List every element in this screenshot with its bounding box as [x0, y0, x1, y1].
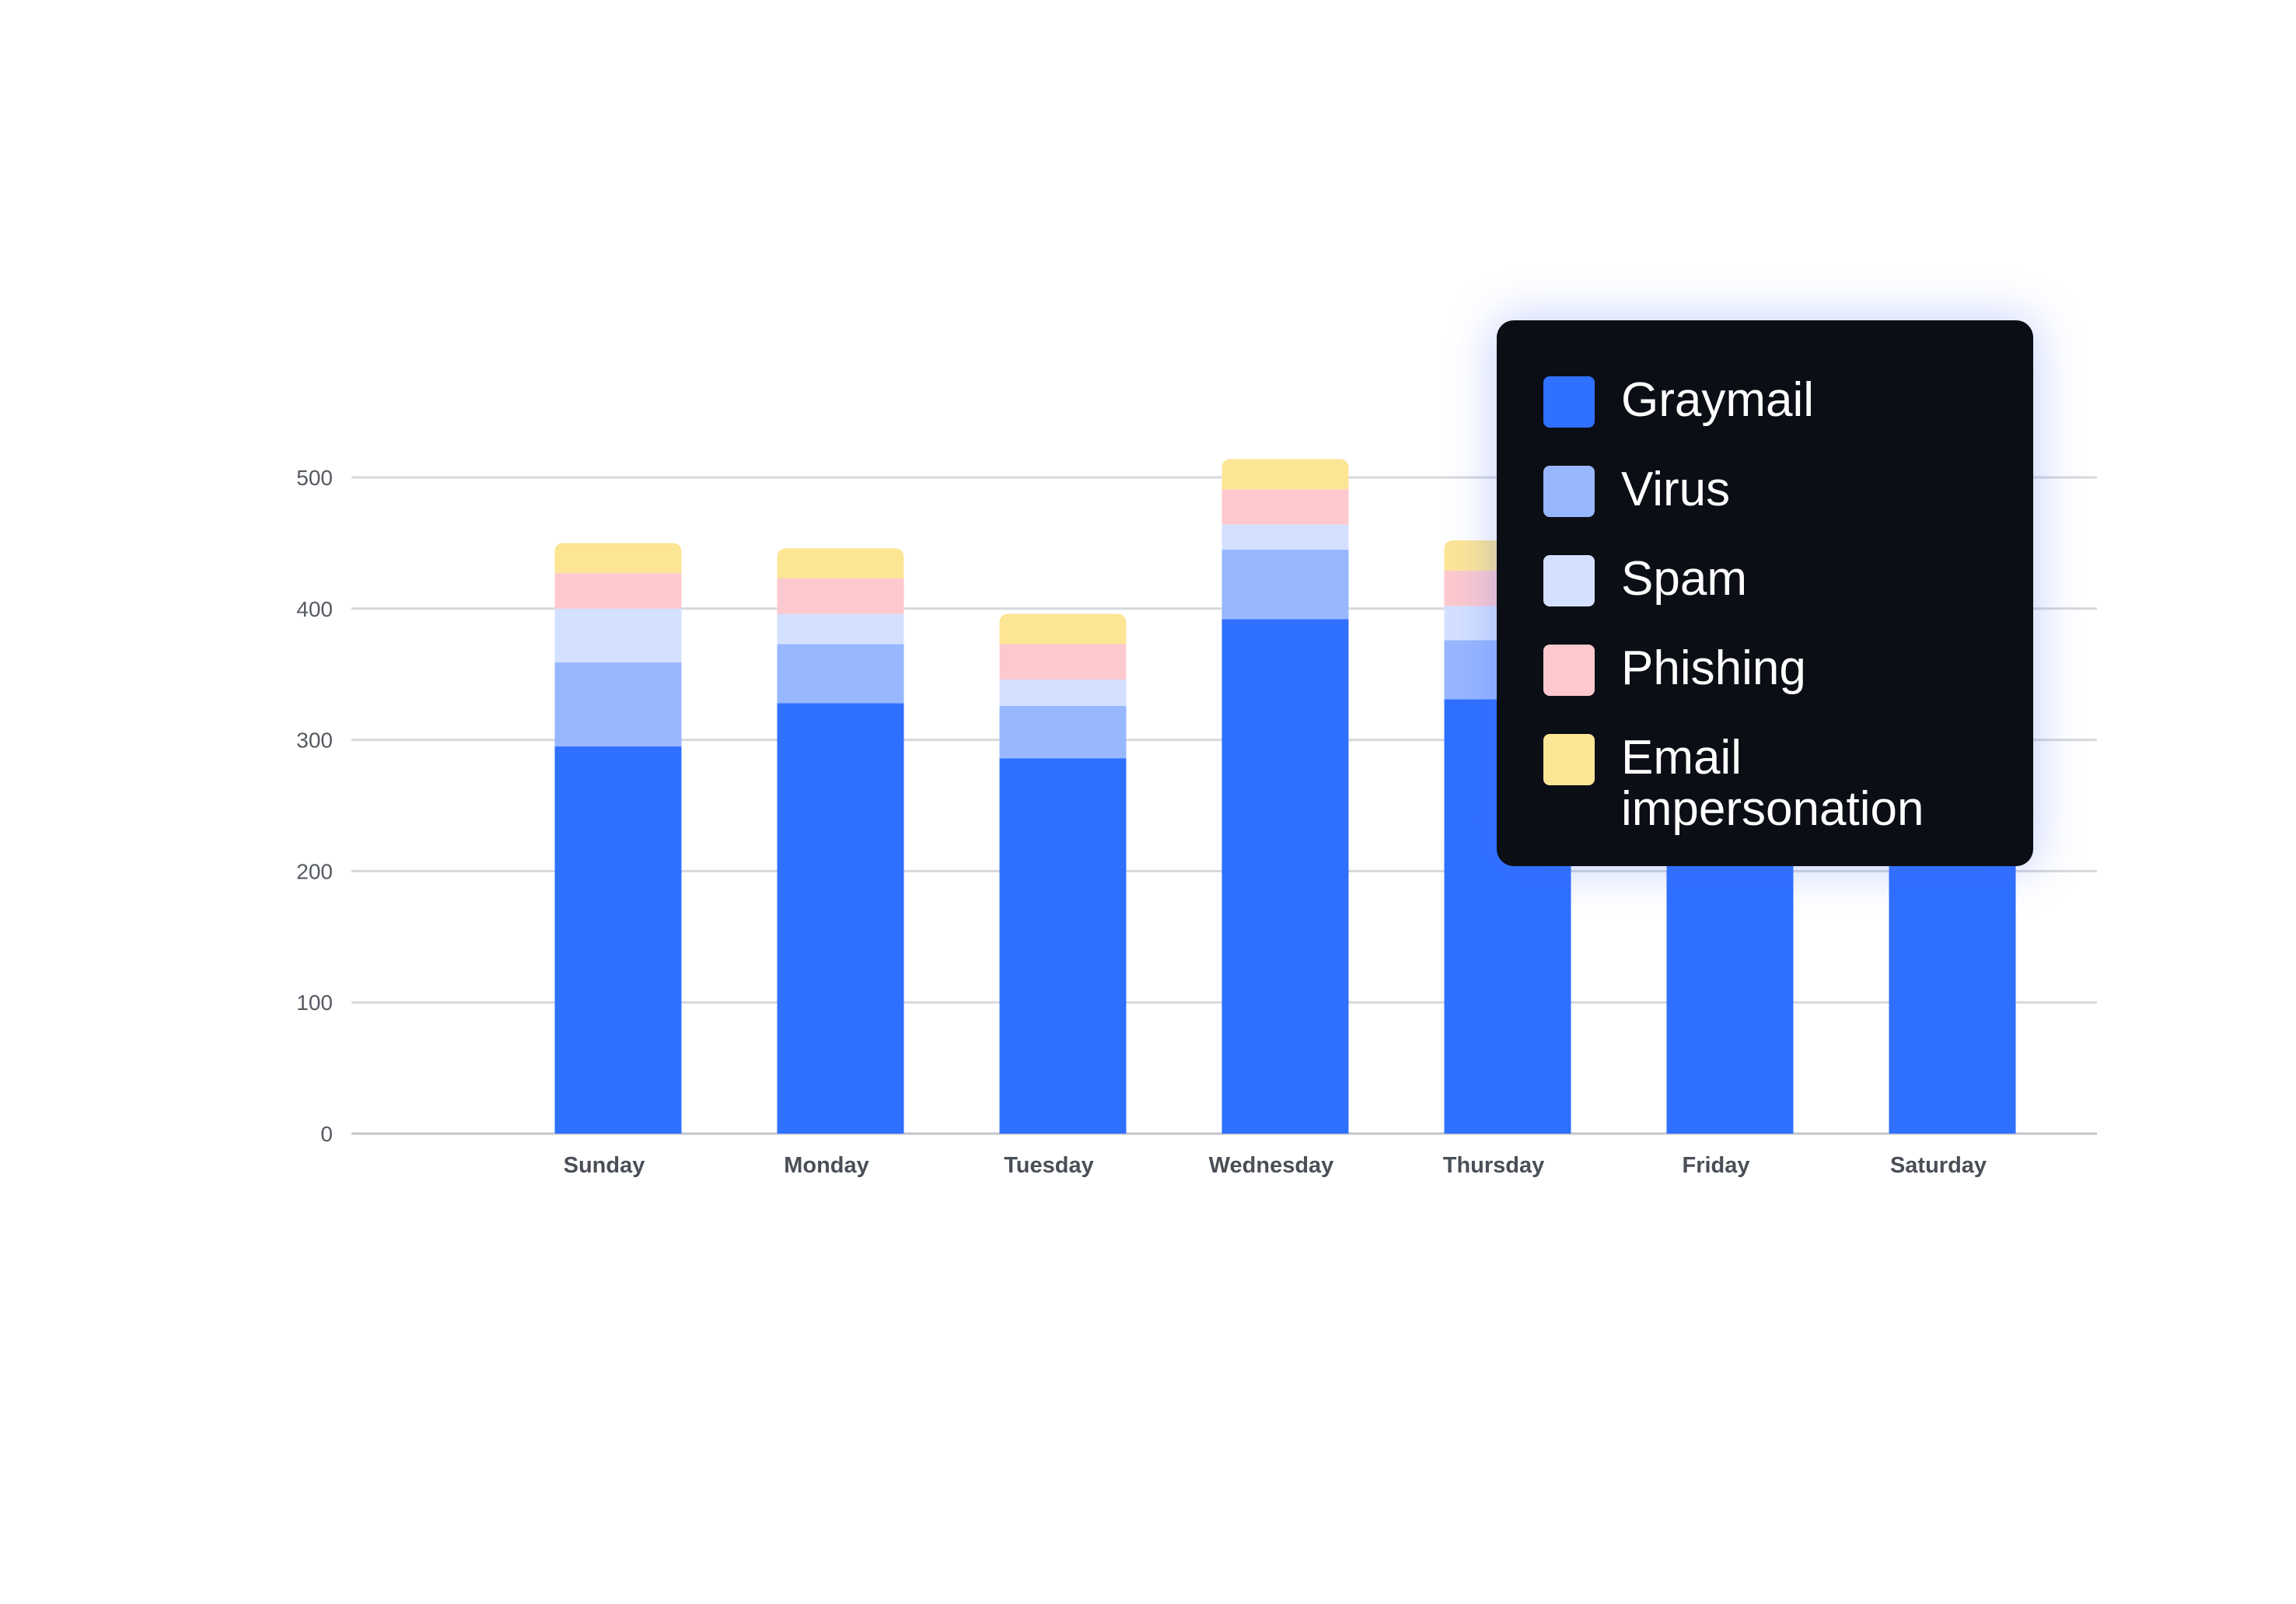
y-tick-label-0: 0 [320, 1122, 333, 1146]
x-tick-label-friday: Friday [1682, 1153, 1749, 1178]
x-tick-label-sunday: Sunday [564, 1153, 645, 1178]
legend-item-email-impersonation: Email impersonation [1543, 732, 1987, 835]
legend: Graymail Virus Spam Phishing Email imper… [1497, 320, 2033, 866]
bar-wednesday-graymail [1221, 619, 1349, 1134]
bar-sunday-phishing [554, 573, 682, 609]
x-tick-label-tuesday: Tuesday [1004, 1153, 1094, 1178]
y-tick-label-500: 500 [296, 466, 333, 490]
bar-monday-virus [777, 644, 904, 704]
x-tick-label-saturday: Saturday [1890, 1153, 1987, 1178]
legend-label-email-impersonation: Email impersonation [1621, 731, 1924, 836]
bar-sunday-email-impersonation [554, 543, 682, 574]
bar-sunday-virus [554, 662, 682, 747]
legend-swatch-spam [1543, 555, 1595, 606]
legend-label-virus: Virus [1621, 463, 1731, 516]
bar-tuesday-phishing [999, 644, 1127, 680]
bar-tuesday-spam [999, 679, 1127, 706]
bar-wednesday-spam [1221, 524, 1349, 550]
x-tick-label-thursday: Thursday [1443, 1153, 1545, 1178]
y-tick-label-200: 200 [296, 859, 333, 883]
bar-wednesday-phishing [1221, 489, 1349, 525]
bar-monday-graymail [777, 703, 904, 1134]
bar-tuesday-virus [999, 705, 1127, 759]
legend-label-graymail: Graymail [1621, 373, 1815, 427]
y-tick-label-300: 300 [296, 729, 333, 753]
y-tick-label-400: 400 [296, 597, 333, 621]
legend-item-phishing: Phishing [1543, 643, 1987, 696]
bar-wednesday-virus [1221, 549, 1349, 620]
bar-sunday-graymail [554, 746, 682, 1134]
legend-item-graymail: Graymail [1543, 375, 1987, 428]
legend-swatch-email-impersonation [1543, 734, 1595, 785]
bar-monday-email-impersonation [777, 548, 904, 578]
x-tick-label-wednesday: Wednesday [1209, 1153, 1334, 1178]
legend-swatch-phishing [1543, 645, 1595, 696]
legend-swatch-graymail [1543, 376, 1595, 428]
bar-tuesday-email-impersonation [999, 613, 1127, 645]
x-axis-categories: Sunday Monday Tuesday Wednesday Thursday Frid… [564, 1153, 1987, 1178]
bar-monday-phishing [777, 578, 904, 614]
bar-monday-spam [777, 613, 904, 645]
legend-label-spam: Spam [1621, 552, 1747, 606]
legend-item-spam: Spam [1543, 554, 1987, 606]
legend-swatch-virus [1543, 466, 1595, 517]
y-tick-label-100: 100 [296, 991, 333, 1015]
x-tick-label-monday: Monday [784, 1153, 869, 1178]
legend-label-phishing: Phishing [1621, 641, 1806, 695]
bar-wednesday-email-impersonation [1221, 459, 1349, 490]
y-axis-ticks: 0 100 200 300 400 500 [296, 466, 333, 1146]
bar-tuesday-graymail [999, 758, 1127, 1134]
legend-item-virus: Virus [1543, 464, 1987, 517]
bar-sunday-spam [554, 608, 682, 663]
